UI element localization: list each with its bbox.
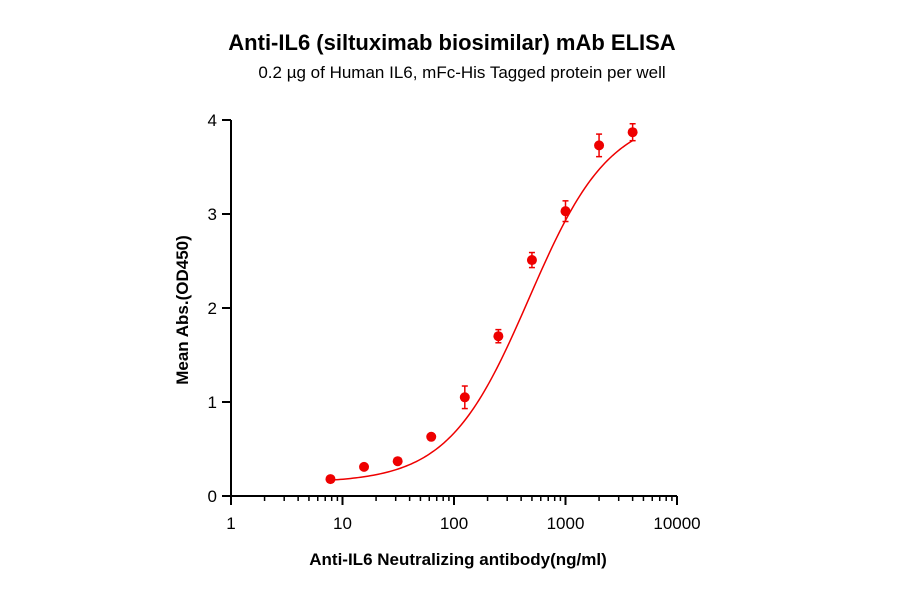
y-axis-label: Mean Abs.(OD450)	[173, 235, 192, 385]
axes	[230, 120, 677, 497]
data-point	[493, 331, 504, 342]
data-point	[426, 431, 437, 442]
data-point	[627, 127, 638, 138]
y-axis-ticks: 0 1 2 3 4	[208, 111, 231, 506]
y-tick-label: 3	[208, 205, 217, 224]
chart-subtitle: 0.2 µg of Human IL6, mFc-His Tagged prot…	[258, 63, 665, 82]
y-tick-label: 1	[208, 393, 217, 412]
data-point	[594, 140, 605, 151]
y-tick-label: 4	[208, 111, 217, 130]
x-tick-label: 1000	[547, 514, 585, 533]
data-point	[459, 392, 470, 403]
data-point	[526, 255, 537, 266]
x-tick-label: 10	[333, 514, 352, 533]
fit-curve	[330, 139, 634, 481]
x-tick-label: 1	[226, 514, 235, 533]
y-tick-label: 0	[208, 487, 217, 506]
data-point	[392, 456, 403, 467]
data-point	[325, 474, 336, 485]
error-bars	[327, 123, 636, 482]
x-tick-label: 100	[440, 514, 468, 533]
data-points	[325, 127, 638, 485]
data-point	[560, 206, 571, 217]
chart-title: Anti-IL6 (siltuximab biosimilar) mAb ELI…	[228, 30, 675, 55]
x-tick-label: 10000	[653, 514, 700, 533]
x-axis-ticks: 1 10 100 1000 10000	[226, 496, 701, 533]
x-axis-label: Anti-IL6 Neutralizing antibody(ng/ml)	[309, 550, 606, 569]
y-tick-label: 2	[208, 299, 217, 318]
data-point	[359, 461, 370, 472]
